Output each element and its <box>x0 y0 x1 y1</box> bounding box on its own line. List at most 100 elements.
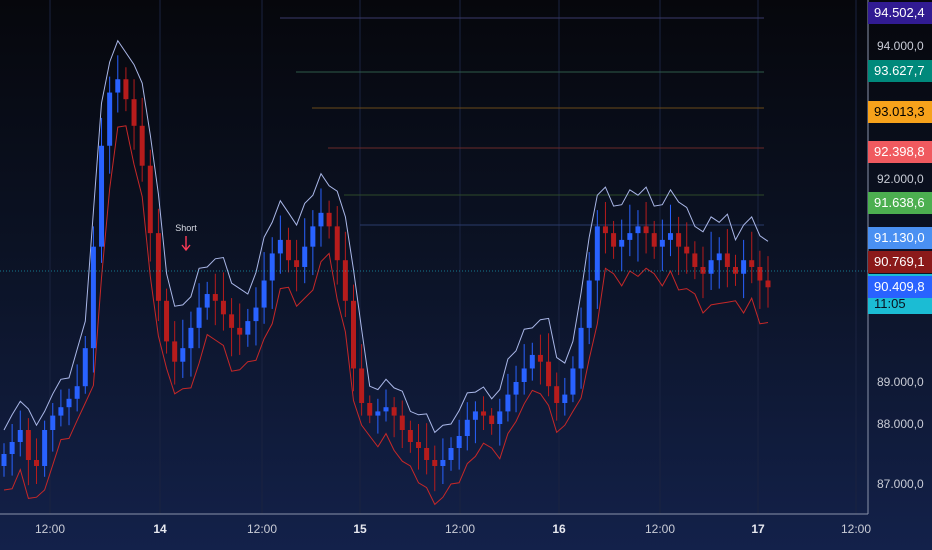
candle-body <box>562 394 568 403</box>
candle-body <box>732 266 738 274</box>
x-tick-label: 15 <box>353 522 367 536</box>
y-tick-label: 87.000,0 <box>877 477 924 491</box>
candle-body <box>594 226 600 281</box>
candle-body <box>367 403 373 416</box>
candle-body <box>164 300 170 342</box>
price-tag: 92.398,8 <box>868 141 932 164</box>
candle-body <box>107 92 113 146</box>
chart-grid <box>49 0 857 514</box>
candle-body <box>432 460 438 466</box>
candle-body <box>245 321 251 335</box>
candle-body <box>692 253 698 267</box>
price-tag: 91.130,0 <box>868 226 932 249</box>
candle-body <box>416 442 422 448</box>
x-tick-label: 12:00 <box>645 522 675 536</box>
candle-body <box>261 280 267 308</box>
candle-body <box>765 280 771 288</box>
candle-body <box>611 233 617 247</box>
candle-body <box>34 460 40 466</box>
candle-body <box>350 300 356 369</box>
candle-body <box>147 165 153 234</box>
price-tag: 91.638,6 <box>868 192 932 215</box>
candle-body <box>651 233 657 247</box>
candle-body <box>684 246 690 254</box>
candle-body <box>554 386 560 403</box>
candle-body <box>448 448 454 460</box>
candle-body <box>757 266 763 281</box>
candle-body <box>253 307 259 322</box>
candle-body <box>716 253 722 261</box>
candle-body <box>1 454 7 466</box>
candle-body <box>180 348 186 362</box>
price-tag: 90.409,8 <box>868 275 932 298</box>
candle-body <box>505 394 511 412</box>
candle-body <box>326 212 332 227</box>
x-tick-label: 16 <box>552 522 566 536</box>
candle-body <box>294 260 300 267</box>
price-tag: 90.769,1 <box>868 251 932 274</box>
candle-body <box>342 260 348 301</box>
candle-body <box>513 382 519 395</box>
candle-body <box>318 212 324 227</box>
x-axis-ticks: 12:00 14 12:00 15 12:00 16 12:00 17 12:00 <box>35 522 871 536</box>
y-tick-label: 92.000,0 <box>877 172 924 186</box>
candle-body <box>131 99 137 126</box>
y-tick-label: 88.000,0 <box>877 417 924 431</box>
x-tick-label: 12:00 <box>841 522 871 536</box>
price-tag-value: 91.638,6 <box>874 195 925 211</box>
candle-body <box>399 415 405 430</box>
price-tag: 93.013,3 <box>868 100 932 123</box>
price-tag-value: 90.769,1 <box>874 254 925 270</box>
x-tick-label: 12:00 <box>247 522 277 536</box>
candle-body <box>188 327 194 349</box>
price-tag-value: 93.627,7 <box>874 62 925 78</box>
x-tick-label: 14 <box>153 522 167 536</box>
candle-body <box>676 233 682 247</box>
short-arrow-icon <box>181 236 191 252</box>
candle-body <box>627 233 633 240</box>
short-label: Short <box>175 223 197 233</box>
candle-body <box>204 294 210 308</box>
candle-body <box>285 239 291 261</box>
x-tick-label: 17 <box>751 522 765 536</box>
candle-body <box>99 145 105 247</box>
x-tick-label: 12:00 <box>35 522 65 536</box>
candle-body <box>139 125 145 166</box>
candle-body <box>586 280 592 328</box>
candle-body <box>749 260 755 267</box>
candle-body <box>602 226 608 234</box>
indicator-bands <box>3 39 769 506</box>
candle-body <box>700 266 706 274</box>
candle-body <box>537 354 543 362</box>
candle-body <box>724 253 730 267</box>
price-tag-value: 90.409,8 <box>874 278 925 294</box>
candle-body <box>359 368 365 403</box>
candle-body <box>25 430 31 460</box>
price-tag-value: 92.398,8 <box>874 144 925 160</box>
price-tag-value: 91.130,0 <box>874 229 925 245</box>
candle-body <box>277 239 283 254</box>
candle-body <box>619 239 625 247</box>
short-annotation: Short <box>175 223 197 252</box>
candle-body <box>123 79 129 100</box>
candles <box>1 55 771 492</box>
candle-body <box>66 398 72 408</box>
price-tag: 93.627,7 <box>868 59 932 82</box>
candle-body <box>521 368 527 382</box>
candle-body <box>9 442 15 454</box>
candle-body <box>302 246 308 267</box>
candle-body <box>155 233 161 301</box>
candle-body <box>90 246 96 349</box>
candle-body <box>424 448 430 460</box>
upper-band-line <box>3 39 769 434</box>
candle-body <box>481 411 487 416</box>
candle-body <box>708 260 714 274</box>
candle-body <box>269 253 275 281</box>
candle-body <box>456 436 462 448</box>
candle-body <box>82 348 88 387</box>
candle-body <box>237 327 243 335</box>
candle-body <box>472 411 478 420</box>
candle-body <box>546 361 552 387</box>
candle-body <box>58 407 64 416</box>
